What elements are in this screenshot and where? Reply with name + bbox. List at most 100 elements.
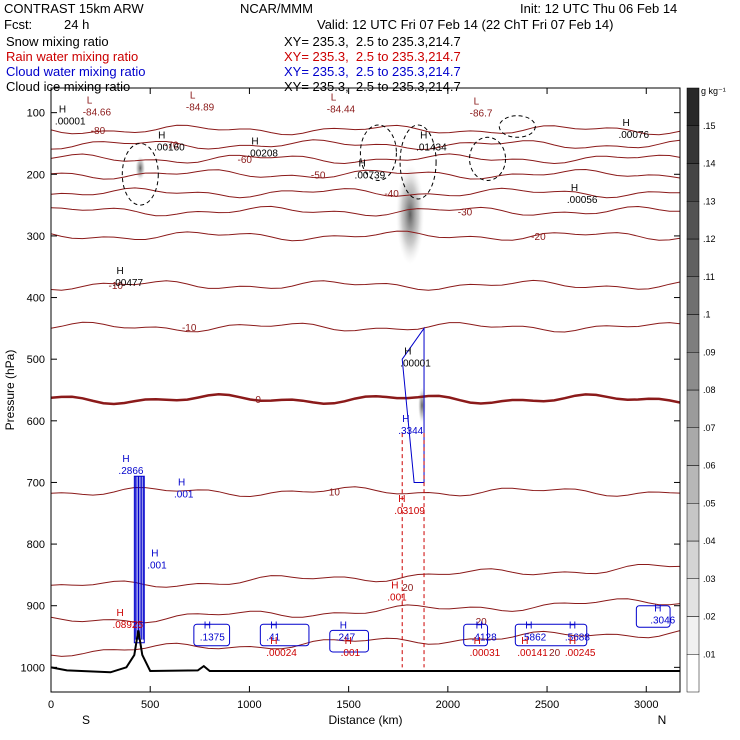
x-tick-label: 500 xyxy=(141,699,159,711)
x-tick-label: 2000 xyxy=(436,699,460,711)
cloud-ice-contour xyxy=(399,124,437,200)
extremum-value: .00739 xyxy=(355,170,386,181)
colorbar-label: .12 xyxy=(703,234,716,244)
extremum-value: .00031 xyxy=(470,648,501,659)
extremum-type: H xyxy=(476,621,483,632)
south-label: S xyxy=(82,713,90,727)
isotherm-line xyxy=(51,598,680,624)
isotherm-line xyxy=(51,205,680,217)
extremum-type: H xyxy=(345,636,352,647)
isotherm-label: 10 xyxy=(329,488,341,499)
extremum-type: H xyxy=(398,494,405,505)
field-cloudice-xy: XY= 235.3, 2.5 to 235.3,214.7 xyxy=(284,79,461,94)
extremum-type: H xyxy=(521,636,528,647)
isotherm-line xyxy=(51,321,680,333)
colorbar-swatch xyxy=(686,314,700,353)
extremum-type: H xyxy=(569,621,576,632)
colorbar-label: .05 xyxy=(703,498,716,508)
cloud-water-contour xyxy=(133,475,145,644)
colorbar-swatch xyxy=(686,125,700,164)
colorbar-swatch xyxy=(686,352,700,391)
isotherm-label: -30 xyxy=(458,207,473,218)
extremum-value: .3046 xyxy=(650,615,675,626)
extremum-value: .00056 xyxy=(567,195,598,206)
colorbar-swatch xyxy=(686,465,700,504)
terrain-line xyxy=(51,630,680,674)
extremum-type: H xyxy=(402,414,409,425)
isotherm-label: -10 xyxy=(182,323,197,334)
extremum-value: .08925 xyxy=(112,620,143,631)
extremum-type: H xyxy=(204,621,211,632)
colorbar-swatch xyxy=(686,578,700,617)
extremum-value: .001 xyxy=(341,648,361,659)
colorbar-label: .04 xyxy=(703,536,716,546)
forecast-label: Fcst: xyxy=(4,17,33,32)
extremum-type: H xyxy=(270,636,277,647)
extremum-value: .00001 xyxy=(55,117,86,128)
north-label: N xyxy=(658,713,667,727)
extremum-value: .3344 xyxy=(398,426,423,437)
extremum-type: H xyxy=(622,118,629,129)
colorbar-swatch xyxy=(686,427,700,466)
colorbar-swatch xyxy=(686,163,700,202)
terrain xyxy=(51,630,680,674)
colorbar-swatch xyxy=(686,87,700,126)
y-tick-label: 500 xyxy=(27,354,45,366)
extremum-value: .2866 xyxy=(118,466,143,477)
extremum-type: H xyxy=(340,621,347,632)
isotherm-label: 20 xyxy=(549,648,561,659)
extremum-value: .00477 xyxy=(112,278,143,289)
isotherm-label: -10 xyxy=(109,281,124,292)
center-label: NCAR/MMM xyxy=(240,1,313,16)
x-tick-label: 2500 xyxy=(535,699,559,711)
cloud-ice-contour xyxy=(469,136,507,181)
cloud-water-box xyxy=(259,623,310,647)
y-tick-label: 400 xyxy=(27,293,45,305)
colorbar: .01 .02 .03 .04 .05 .06 .07 .08 .09 .1 .11 .12 .13 .1… xyxy=(686,86,726,693)
colorbar-label: .07 xyxy=(703,423,716,433)
isotherm-label: 20 xyxy=(402,583,414,594)
y-axis-label: Pressure (hPa) xyxy=(3,350,17,431)
colorbar-swatch xyxy=(686,616,700,655)
x-axis-label: Distance (km) xyxy=(328,713,402,727)
colorbar-label: .09 xyxy=(703,347,716,357)
colorbar-label: .15 xyxy=(703,121,716,131)
cloud-water-box xyxy=(329,629,369,653)
colorbar-label: .1 xyxy=(703,310,711,320)
forecast-hour: 24 h xyxy=(64,17,90,32)
extremum-value: .00001 xyxy=(400,358,431,369)
colorbar-swatch xyxy=(686,503,700,542)
extremum-value: -84.66 xyxy=(83,107,112,118)
extremum-value: .00160 xyxy=(154,143,185,154)
extremum-type: H xyxy=(525,621,532,632)
extremum-type: H xyxy=(474,636,481,647)
isotherm-label: -40 xyxy=(384,189,399,200)
model-title: CONTRAST 15km ARW xyxy=(4,1,144,16)
colorbar-label: .03 xyxy=(703,574,716,584)
isotherm-line xyxy=(51,139,680,151)
isotherm-label: -70 xyxy=(164,141,179,152)
extremum-type: H xyxy=(654,603,661,614)
extremum-type: H xyxy=(59,105,66,116)
extremum-type: H xyxy=(270,621,277,632)
isotherm-label: -80 xyxy=(91,126,106,137)
colorbar-label: .08 xyxy=(703,385,716,395)
isotherms: -80 -70 -60 -50 -40 -30 -20 -10 -10 0 10 20 20 20 xyxy=(51,124,680,659)
snow-shading xyxy=(135,156,427,424)
extremum-value: -84.89 xyxy=(186,102,215,113)
y-tick-label: 200 xyxy=(27,169,45,181)
extremum-value: -86.7 xyxy=(470,109,493,120)
y-tick-label: 900 xyxy=(27,601,45,613)
extremum-value: .001 xyxy=(387,592,407,603)
extremum-value: .247 xyxy=(336,633,356,644)
extremum-type: H xyxy=(151,548,158,559)
field-snow-xy: XY= 235.3, 2.5 to 235.3,214.7 xyxy=(284,34,461,49)
extremum-value: .00141 xyxy=(517,648,548,659)
colorbar-swatch xyxy=(686,540,700,579)
cloud-ice-contour xyxy=(498,115,536,138)
isotherm-label: -60 xyxy=(238,155,253,166)
x-tick-label: 3000 xyxy=(634,699,658,711)
cloud-water-box xyxy=(463,623,489,647)
colorbar-label: .11 xyxy=(703,272,715,282)
